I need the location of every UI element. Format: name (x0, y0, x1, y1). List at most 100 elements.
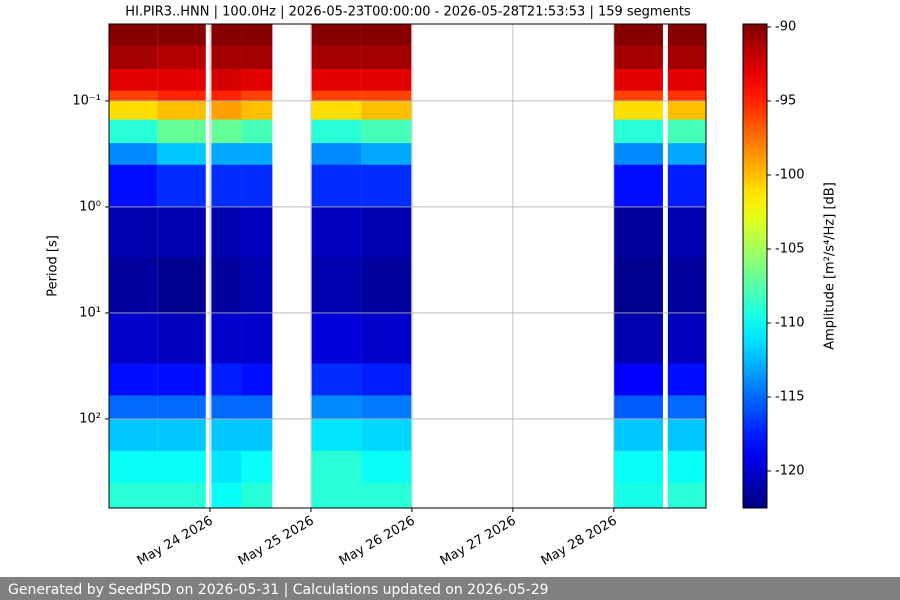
heatmap-cell (157, 482, 206, 509)
heatmap-cell (667, 418, 706, 452)
y-tick-label: 10⁻¹ (72, 93, 101, 108)
heatmap-cell (613, 257, 663, 314)
heatmap-cell (361, 395, 412, 420)
heatmap-cell (613, 482, 663, 509)
heatmap-cell (157, 257, 206, 314)
heatmap-cell (311, 206, 362, 258)
heatmap-cell (311, 143, 362, 166)
heatmap-cell (157, 164, 206, 208)
heatmap-cell (613, 418, 663, 452)
heatmap-cell (241, 24, 273, 46)
x-tick-label: May 26 2026 (337, 514, 418, 569)
heatmap-cell (613, 395, 663, 420)
heatmap-cell (211, 363, 242, 396)
colorbar-tick-label: -100 (775, 167, 805, 182)
heatmap-cell (157, 206, 206, 258)
heatmap-cell (361, 206, 412, 258)
heatmap-cell (667, 90, 706, 102)
heatmap-cell (157, 312, 206, 364)
heatmap-cell (613, 69, 663, 91)
plot-frame (108, 23, 707, 509)
heatmap-cell (311, 363, 362, 396)
heatmap-cell (157, 24, 206, 46)
heatmap-cell (241, 143, 273, 166)
heatmap-cell (241, 206, 273, 258)
heatmap-cell (109, 45, 158, 70)
heatmap-cell (361, 482, 412, 509)
heatmap-cell (109, 482, 158, 509)
heatmap-cell (361, 24, 412, 46)
heatmap-cell (311, 90, 362, 102)
heatmap-cell (613, 143, 663, 166)
heatmap-cell (613, 90, 663, 102)
heatmap-cell (109, 363, 158, 396)
heatmap-cell (613, 45, 663, 70)
heatmap-cell (157, 143, 206, 166)
heatmap-cell (241, 100, 273, 120)
y-tick-label: 10² (79, 411, 101, 426)
heatmap-cell (157, 119, 206, 144)
heatmap-cell (311, 418, 362, 452)
heatmap-cell (667, 24, 706, 46)
heatmap-cell (157, 90, 206, 102)
heatmap-cell (361, 100, 412, 120)
heatmap-cell (241, 450, 273, 484)
heatmap-cell (361, 69, 412, 91)
x-tick-label: May 27 2026 (438, 514, 519, 569)
heatmap-cell (667, 395, 706, 420)
heatmap-cell (667, 450, 706, 484)
heatmap-cell (613, 363, 663, 396)
heatmap-cell (241, 257, 273, 314)
heatmap-cell (211, 206, 242, 258)
heatmap-cell (241, 90, 273, 102)
heatmap-cell (109, 24, 158, 46)
heatmap-cell (311, 482, 362, 509)
heatmap-cell (667, 363, 706, 396)
colorbar-tick-label: -120 (775, 463, 805, 478)
colorbar-tick-label: -95 (775, 93, 796, 108)
colorbar-tick-label: -115 (775, 389, 805, 404)
heatmap-cell (211, 69, 242, 91)
heatmap-cell (667, 164, 706, 208)
heatmap-cell (667, 257, 706, 314)
chart-title: HI.PIR3..HNN | 100.0Hz | 2026-05-23T00:0… (125, 5, 691, 20)
heatmap-cell (361, 312, 412, 364)
colorbar-tick-label: -105 (775, 241, 805, 256)
heatmap-cell (311, 257, 362, 314)
heatmap-cell (311, 164, 362, 208)
heatmap-cell (211, 45, 242, 70)
heatmap-cell (211, 482, 242, 509)
heatmap-cell (613, 450, 663, 484)
y-tick-label: 10⁰ (79, 199, 101, 214)
heatmap-cell (109, 119, 158, 144)
heatmap-cell (667, 45, 706, 70)
heatmap-cell (109, 100, 158, 120)
heatmap-cell (667, 69, 706, 91)
heatmap-cell (211, 24, 242, 46)
heatmap-cell (361, 143, 412, 166)
heatmap-cell (109, 312, 158, 364)
heatmap-cell (311, 24, 362, 46)
heatmap-cell (361, 45, 412, 70)
heatmap-cell (667, 482, 706, 509)
heatmap-cell (109, 143, 158, 166)
heatmap-cell (241, 395, 273, 420)
heatmap-cell (109, 164, 158, 208)
y-axis-label: Period [s] (46, 235, 61, 297)
heatmap-cell (613, 24, 663, 46)
heatmap-cell (311, 119, 362, 144)
heatmap-cell (241, 45, 273, 70)
heatmap-cell (613, 100, 663, 120)
footer-bar (0, 577, 900, 600)
heatmap-cell (109, 206, 158, 258)
heatmap-cell (241, 363, 273, 396)
heatmap-cell (157, 363, 206, 396)
heatmap-cell (311, 45, 362, 70)
heatmap-cell (667, 312, 706, 364)
heatmap-cell (667, 206, 706, 258)
heatmap-cell (211, 450, 242, 484)
heatmap-cell (667, 100, 706, 120)
heatmap-cell (211, 395, 242, 420)
heatmap-cell (241, 312, 273, 364)
